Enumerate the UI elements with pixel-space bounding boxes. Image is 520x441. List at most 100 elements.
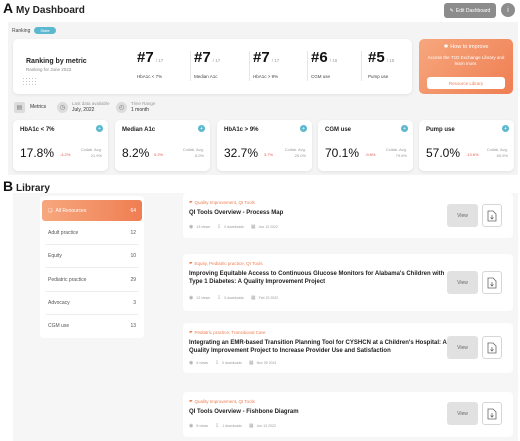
add-icon[interactable]: + xyxy=(502,125,509,132)
last-data-label: Last data available xyxy=(72,101,110,107)
metrics-label: Metrics xyxy=(30,104,47,110)
download-button[interactable] xyxy=(482,402,502,425)
ranking-scope-dropdown[interactable]: State xyxy=(34,27,56,34)
resource-card[interactable]: ▰ Quality Improvement, QI Tools QI Tools … xyxy=(183,392,513,437)
category-cgm-use[interactable]: CGM use 13 xyxy=(42,315,142,336)
category-pediatric-practice[interactable]: Pediatric practice 29 xyxy=(42,269,142,290)
collab-avg-label: Collab. Avg. xyxy=(284,147,306,152)
rank-value: #7 xyxy=(253,49,270,66)
collab-avg-label: Collab. Avg. xyxy=(385,147,407,152)
time-range-value: 1 month xyxy=(131,106,150,113)
category-equity[interactable]: Equity 10 xyxy=(42,245,142,266)
divider xyxy=(249,51,250,81)
time-range-selector[interactable]: ◴ Time Range 1 month xyxy=(116,99,155,115)
file-download-icon xyxy=(487,277,497,288)
resource-tags: Quality Improvement, QI Tools xyxy=(194,398,255,404)
info-icon[interactable]: i xyxy=(501,3,515,17)
resource-library-button[interactable]: Resource Library xyxy=(427,77,505,89)
add-icon[interactable]: + xyxy=(300,125,307,132)
metric-value: 8.2% xyxy=(122,146,150,160)
download-button[interactable] xyxy=(482,204,502,227)
library-title: Library xyxy=(16,183,50,194)
category-all-resources[interactable]: ❏ All Resources 64 xyxy=(42,200,142,221)
rank-total: / 16 xyxy=(329,58,338,63)
category-adult-practice[interactable]: Adult practice 12 xyxy=(42,222,142,243)
rank-value: #7 xyxy=(137,49,154,66)
download-count: 0 downloads xyxy=(224,225,244,229)
edit-dashboard-label: Edit Dashboard xyxy=(455,7,491,14)
category-count: 13 xyxy=(130,322,136,329)
ranking-label: Ranking xyxy=(12,28,31,34)
category-count: 64 xyxy=(130,207,136,214)
metric-card-pump-use[interactable]: Pump use + 57.0% -13.6% Collab. Avg. 69.5… xyxy=(419,120,514,171)
metric-card-cgm-use[interactable]: CGM use + 70.1% -9.8% Collab. Avg. 79.8% xyxy=(318,120,413,171)
metric-value: 70.1% xyxy=(325,146,360,160)
view-label: View xyxy=(457,410,468,417)
download-button[interactable] xyxy=(482,336,502,359)
how-to-improve-card: ✱ How to improve Access the T1D Exchange … xyxy=(419,39,513,94)
metrics-tab[interactable]: ▤ Metrics xyxy=(14,99,46,115)
category-label: CGM use xyxy=(48,322,70,329)
metric-delta: -13.6% xyxy=(466,152,479,157)
eye-icon: ◉ xyxy=(189,295,194,301)
last-data-info: ◷ Last data available July, 2022 xyxy=(57,99,110,115)
rank-metric: HbA1c < 7% xyxy=(137,74,163,79)
rank-metric: CGM use xyxy=(311,74,331,79)
view-button[interactable]: View xyxy=(447,402,478,425)
edit-dashboard-button[interactable]: ✎ Edit Dashboard xyxy=(444,3,496,18)
time-range-label: Time Range xyxy=(131,101,156,107)
metric-card-hba1c-under-7[interactable]: HbA1c < 7% + 17.8% -4.2% Collab. Avg. 21.… xyxy=(13,120,108,171)
resource-card[interactable]: ▰ Equity, Pediatric practice, QI Tools Im… xyxy=(183,254,513,311)
view-button[interactable]: View xyxy=(447,204,478,227)
rank-item-cgm-use: #6/ 16 CGM use xyxy=(311,49,337,79)
collab-avg-label: Collab. Avg. xyxy=(80,147,102,152)
resource-card[interactable]: ▰ Quality Improvement, QI Tools QI Tools … xyxy=(183,193,513,238)
download-button[interactable] xyxy=(482,271,502,294)
resource-card[interactable]: ▰ Pediatric practice, Transitional Care I… xyxy=(183,323,513,373)
collab-avg-value: 79.8% xyxy=(395,153,407,158)
resource-tags: Equity, Pediatric practice, QI Tools xyxy=(194,260,263,266)
divider xyxy=(46,291,138,292)
panel-letter-a: A xyxy=(3,0,14,16)
metric-value: 57.0% xyxy=(426,146,461,160)
view-button[interactable]: View xyxy=(447,336,478,359)
rank-item-median-a1c: #7/ 17 Median A1c xyxy=(194,49,220,79)
category-label: Adult practice xyxy=(48,229,79,236)
book-icon: ❏ xyxy=(48,207,53,214)
resource-date: Feb 23 2022 xyxy=(258,296,279,300)
add-icon[interactable]: + xyxy=(401,125,408,132)
add-icon[interactable]: + xyxy=(96,125,103,132)
metric-card-median-a1c[interactable]: Median A1c + 8.2% 0.2% Collab. Avg. 8.0% xyxy=(115,120,210,171)
chart-icon: ▤ xyxy=(14,101,25,113)
decorative-dots xyxy=(22,77,38,87)
calendar-icon: ▦ xyxy=(248,423,254,429)
metric-delta: -9.8% xyxy=(365,152,376,157)
divider xyxy=(46,244,138,245)
category-advocacy[interactable]: Advocacy 3 xyxy=(42,292,142,313)
rank-value: #7 xyxy=(194,49,211,66)
tag-icon: ▰ xyxy=(189,260,193,265)
rank-total: / 15 xyxy=(386,58,395,63)
collab-avg-value: 29.0% xyxy=(294,153,306,158)
view-label: View xyxy=(457,279,468,286)
resource-tags: Pediatric practice, Transitional Care xyxy=(194,329,266,335)
add-icon[interactable]: + xyxy=(198,125,205,132)
improve-text: Access the T1D Exchange Library and lear… xyxy=(427,55,505,67)
download-count-icon: ⇩ xyxy=(215,360,220,366)
resource-tags: Quality Improvement, QI Tools xyxy=(194,199,255,205)
divider xyxy=(307,51,308,81)
resource-title: Improving Equitable Access to Continuous… xyxy=(189,271,445,286)
panel-letter-b: B xyxy=(3,178,14,194)
calendar-icon: ◷ xyxy=(57,101,68,113)
library-category-list: ❏ All Resources 64 Adult practice 12 Equi… xyxy=(40,196,144,338)
rank-metric: Pump use xyxy=(368,74,389,79)
collab-avg-value: 8.0% xyxy=(194,153,204,158)
rank-metric: HbA1c > 9% xyxy=(253,74,279,79)
file-download-icon xyxy=(487,408,497,419)
download-count-icon: ⇩ xyxy=(215,423,220,429)
view-button[interactable]: View xyxy=(447,271,478,294)
metric-card-hba1c-over-9[interactable]: HbA1c > 9% + 32.7% 3.7% Collab. Avg. 29.0… xyxy=(217,120,312,171)
tag-icon: ▰ xyxy=(189,398,193,403)
tag-icon: ▰ xyxy=(189,329,193,334)
ranking-scope-value: State xyxy=(40,28,50,33)
